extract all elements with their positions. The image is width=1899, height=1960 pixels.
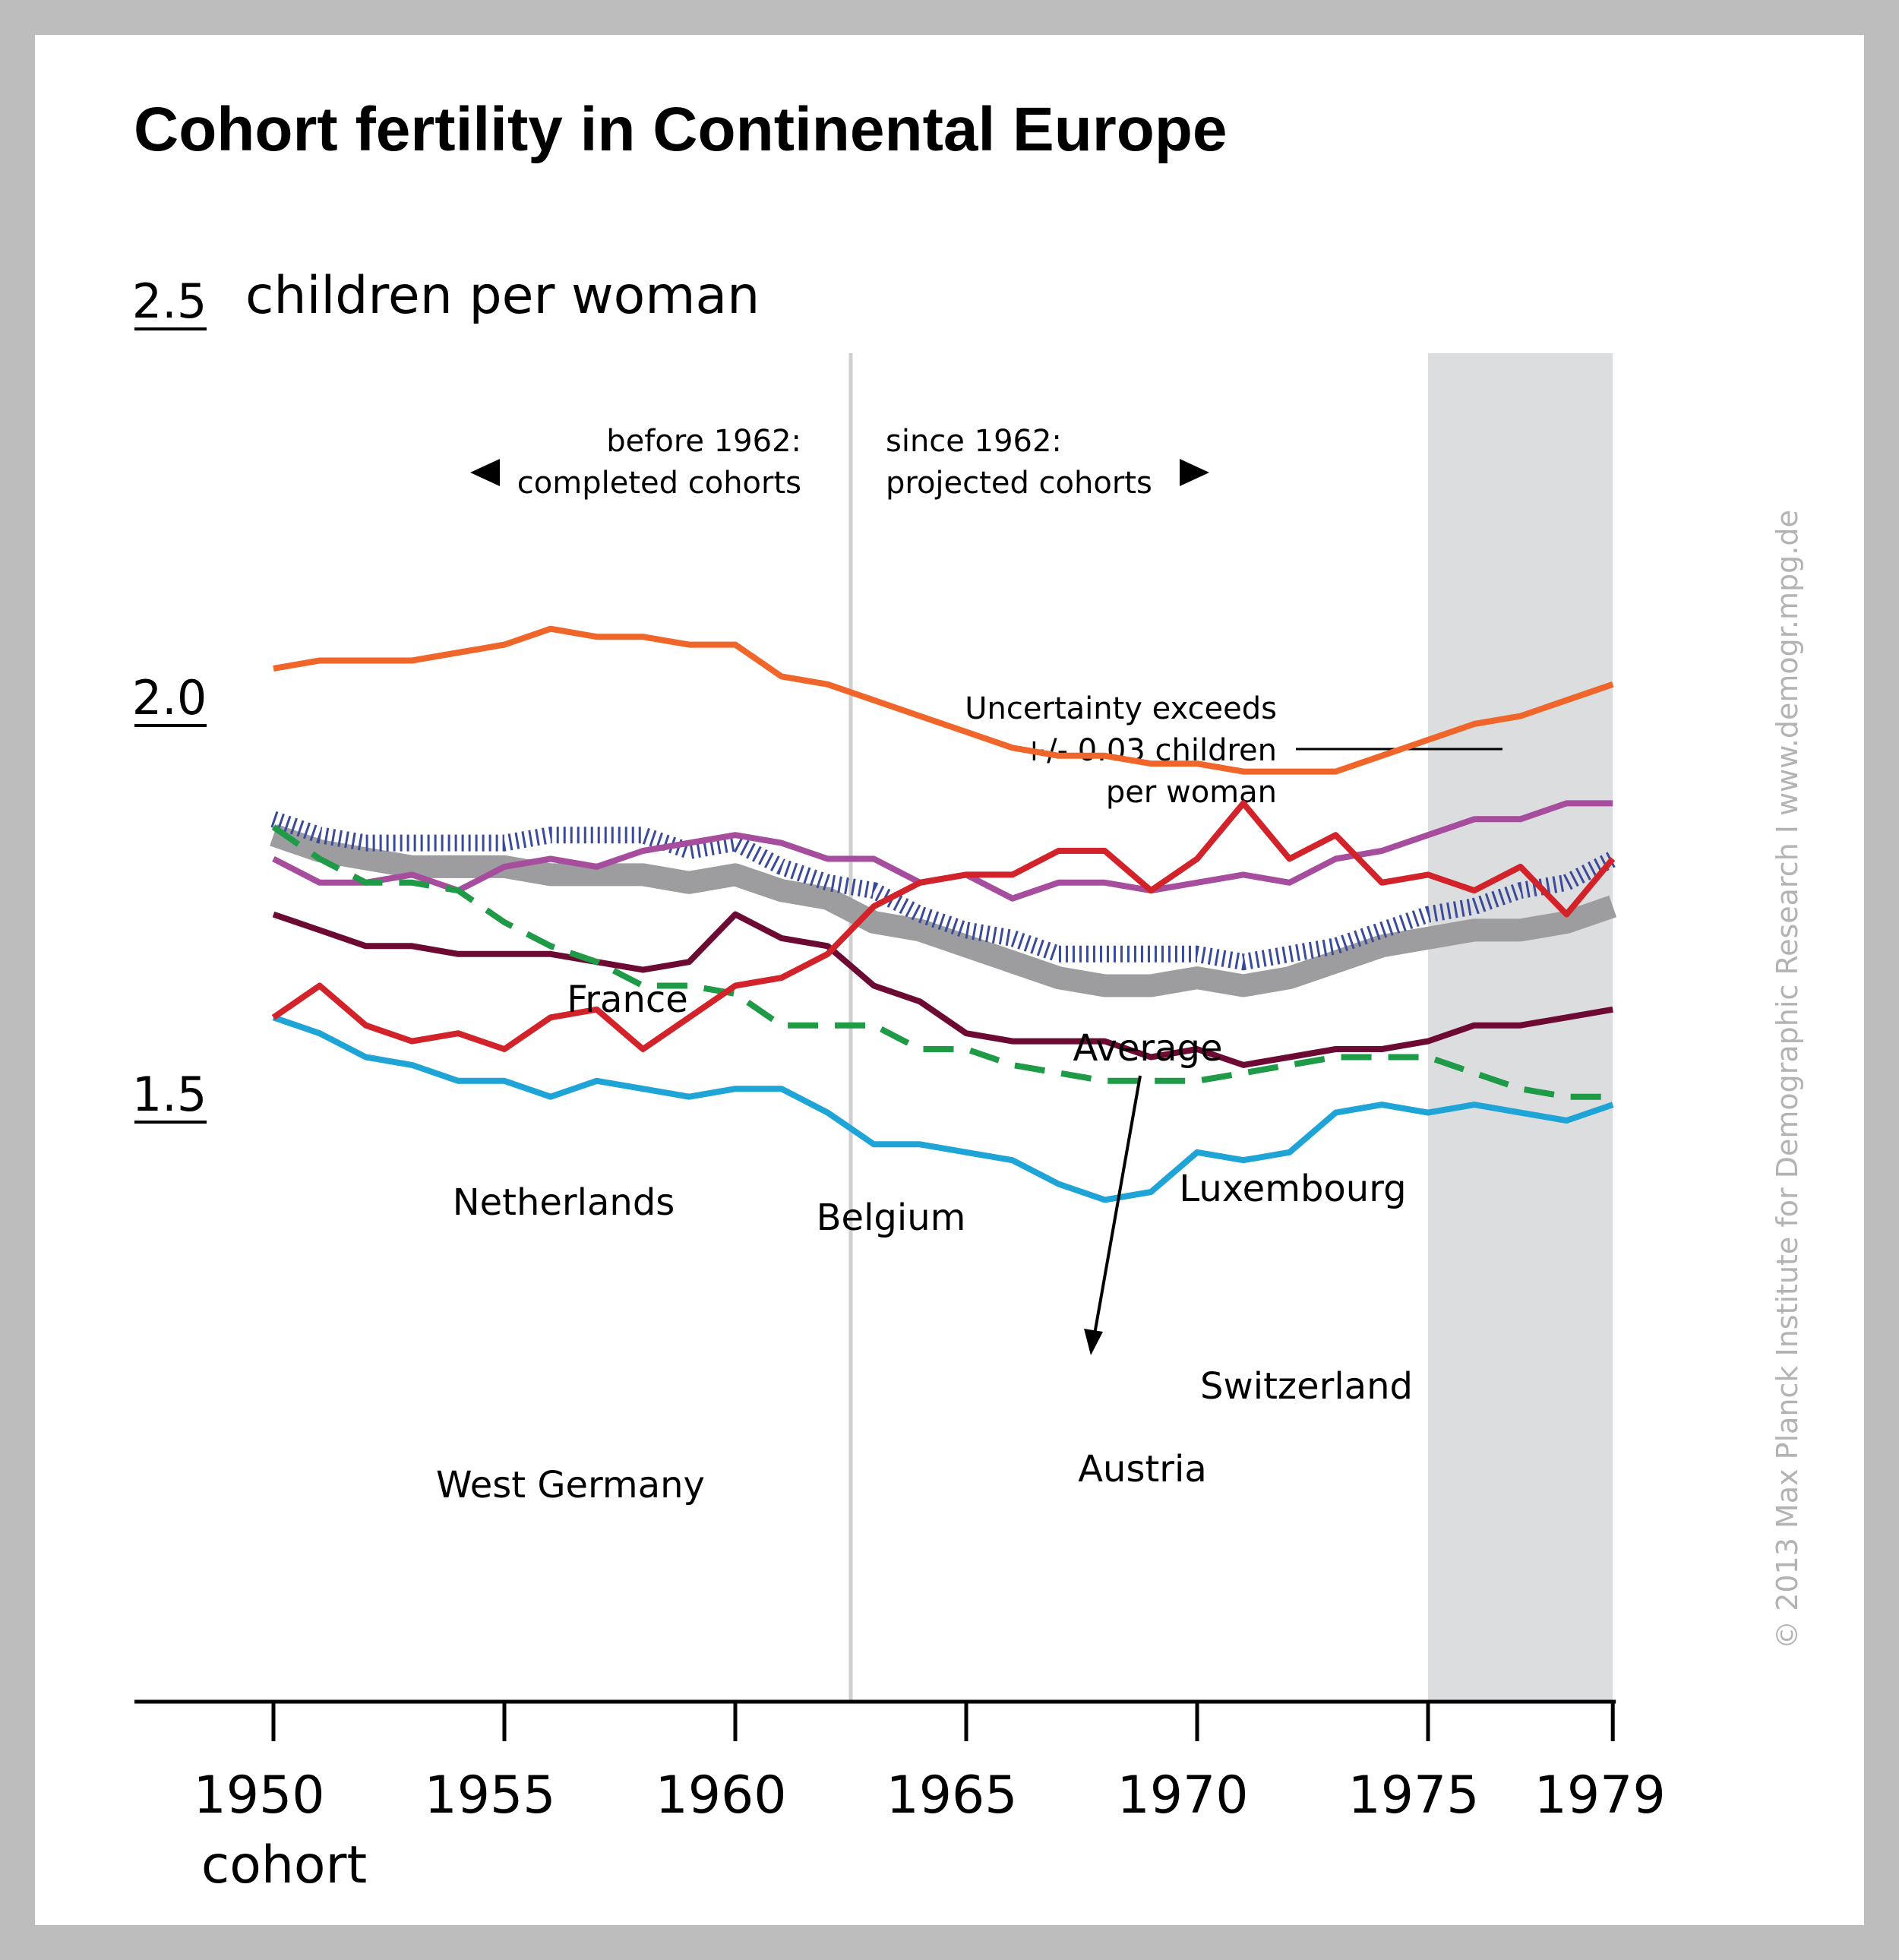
series-label-austria: Austria — [1078, 1448, 1207, 1491]
series-label-west-germany: West Germany — [436, 1464, 705, 1506]
average-pointer — [1093, 1075, 1142, 1335]
series-netherlands — [270, 811, 1617, 971]
x-axis: 1950 1955 1960 1965 1970 1975 1979 — [193, 1702, 1666, 1826]
series-belgium — [272, 800, 1613, 902]
before-1962-label: before 1962: — [606, 424, 801, 459]
series-france — [273, 625, 1614, 775]
series-label-belgium: Belgium — [817, 1197, 966, 1239]
average-arrowhead-icon — [1084, 1329, 1103, 1355]
chart-title: Cohort fertility in Continental Europe — [134, 95, 1228, 164]
x-tick-label: 1950 — [193, 1766, 324, 1826]
series-line — [272, 1014, 1614, 1203]
credit-text: © 2013 Max Planck Institute for Demograp… — [1771, 510, 1804, 1649]
uncertainty-note: Uncertainty exceeds +/- 0.03 children pe… — [965, 691, 1502, 810]
y-axis-label: children per woman — [245, 266, 760, 326]
right-arrow-icon — [1180, 459, 1209, 486]
completed-cohorts-note: before 1962: completed cohorts — [470, 424, 801, 501]
y-axis: 1.52.02.53.0 — [132, 273, 207, 1124]
x-tick-label: 1979 — [1534, 1766, 1666, 1826]
projected-cohorts-label: projected cohorts — [886, 466, 1152, 501]
series-line — [270, 811, 1617, 971]
completed-cohorts-label: completed cohorts — [517, 466, 801, 501]
series-west-germany — [272, 1014, 1614, 1203]
series-labels: France Netherlands Belgium Luxembourg Switze… — [436, 978, 1413, 1506]
x-tick-label: 1960 — [655, 1766, 786, 1826]
series-line — [271, 824, 1613, 1100]
since-1962-label: since 1962: — [886, 424, 1062, 459]
series-label-france: France — [567, 978, 688, 1021]
line-chart: Cohort fertility in Continental Europe 1… — [132, 95, 1804, 1895]
series-group — [270, 625, 1617, 1203]
y-tick-label: 2.0 — [132, 670, 207, 726]
series-line — [272, 800, 1613, 902]
uncertainty-label-line1: Uncertainty exceeds — [965, 691, 1277, 726]
series-label-netherlands: Netherlands — [453, 1181, 675, 1224]
x-tick-label: 1965 — [886, 1766, 1017, 1826]
series-line — [272, 911, 1613, 1068]
series-line — [273, 625, 1614, 775]
projected-cohorts-note: since 1962: projected cohorts — [886, 424, 1209, 501]
series-average — [270, 824, 1617, 997]
series-switzerland — [272, 911, 1613, 1068]
y-tick-label: 1.5 — [132, 1067, 207, 1122]
x-axis-label: cohort — [201, 1835, 367, 1895]
y-tick-label: 2.5 — [132, 273, 207, 329]
uncertainty-label-line3: per woman — [1106, 775, 1277, 810]
average-label: Average — [1073, 1027, 1222, 1070]
left-arrow-icon — [470, 459, 500, 486]
x-tick-label: 1955 — [424, 1766, 555, 1826]
series-label-switzerland: Switzerland — [1200, 1365, 1413, 1408]
series-austria — [271, 824, 1613, 1100]
x-tick-label: 1970 — [1117, 1766, 1248, 1826]
series-label-luxembourg: Luxembourg — [1179, 1168, 1406, 1210]
x-tick-label: 1975 — [1348, 1766, 1479, 1826]
chart-panel: Cohort fertility in Continental Europe 1… — [35, 35, 1864, 1925]
series-line — [270, 824, 1617, 997]
series-luxembourg — [271, 800, 1616, 1052]
series-line — [271, 800, 1616, 1052]
